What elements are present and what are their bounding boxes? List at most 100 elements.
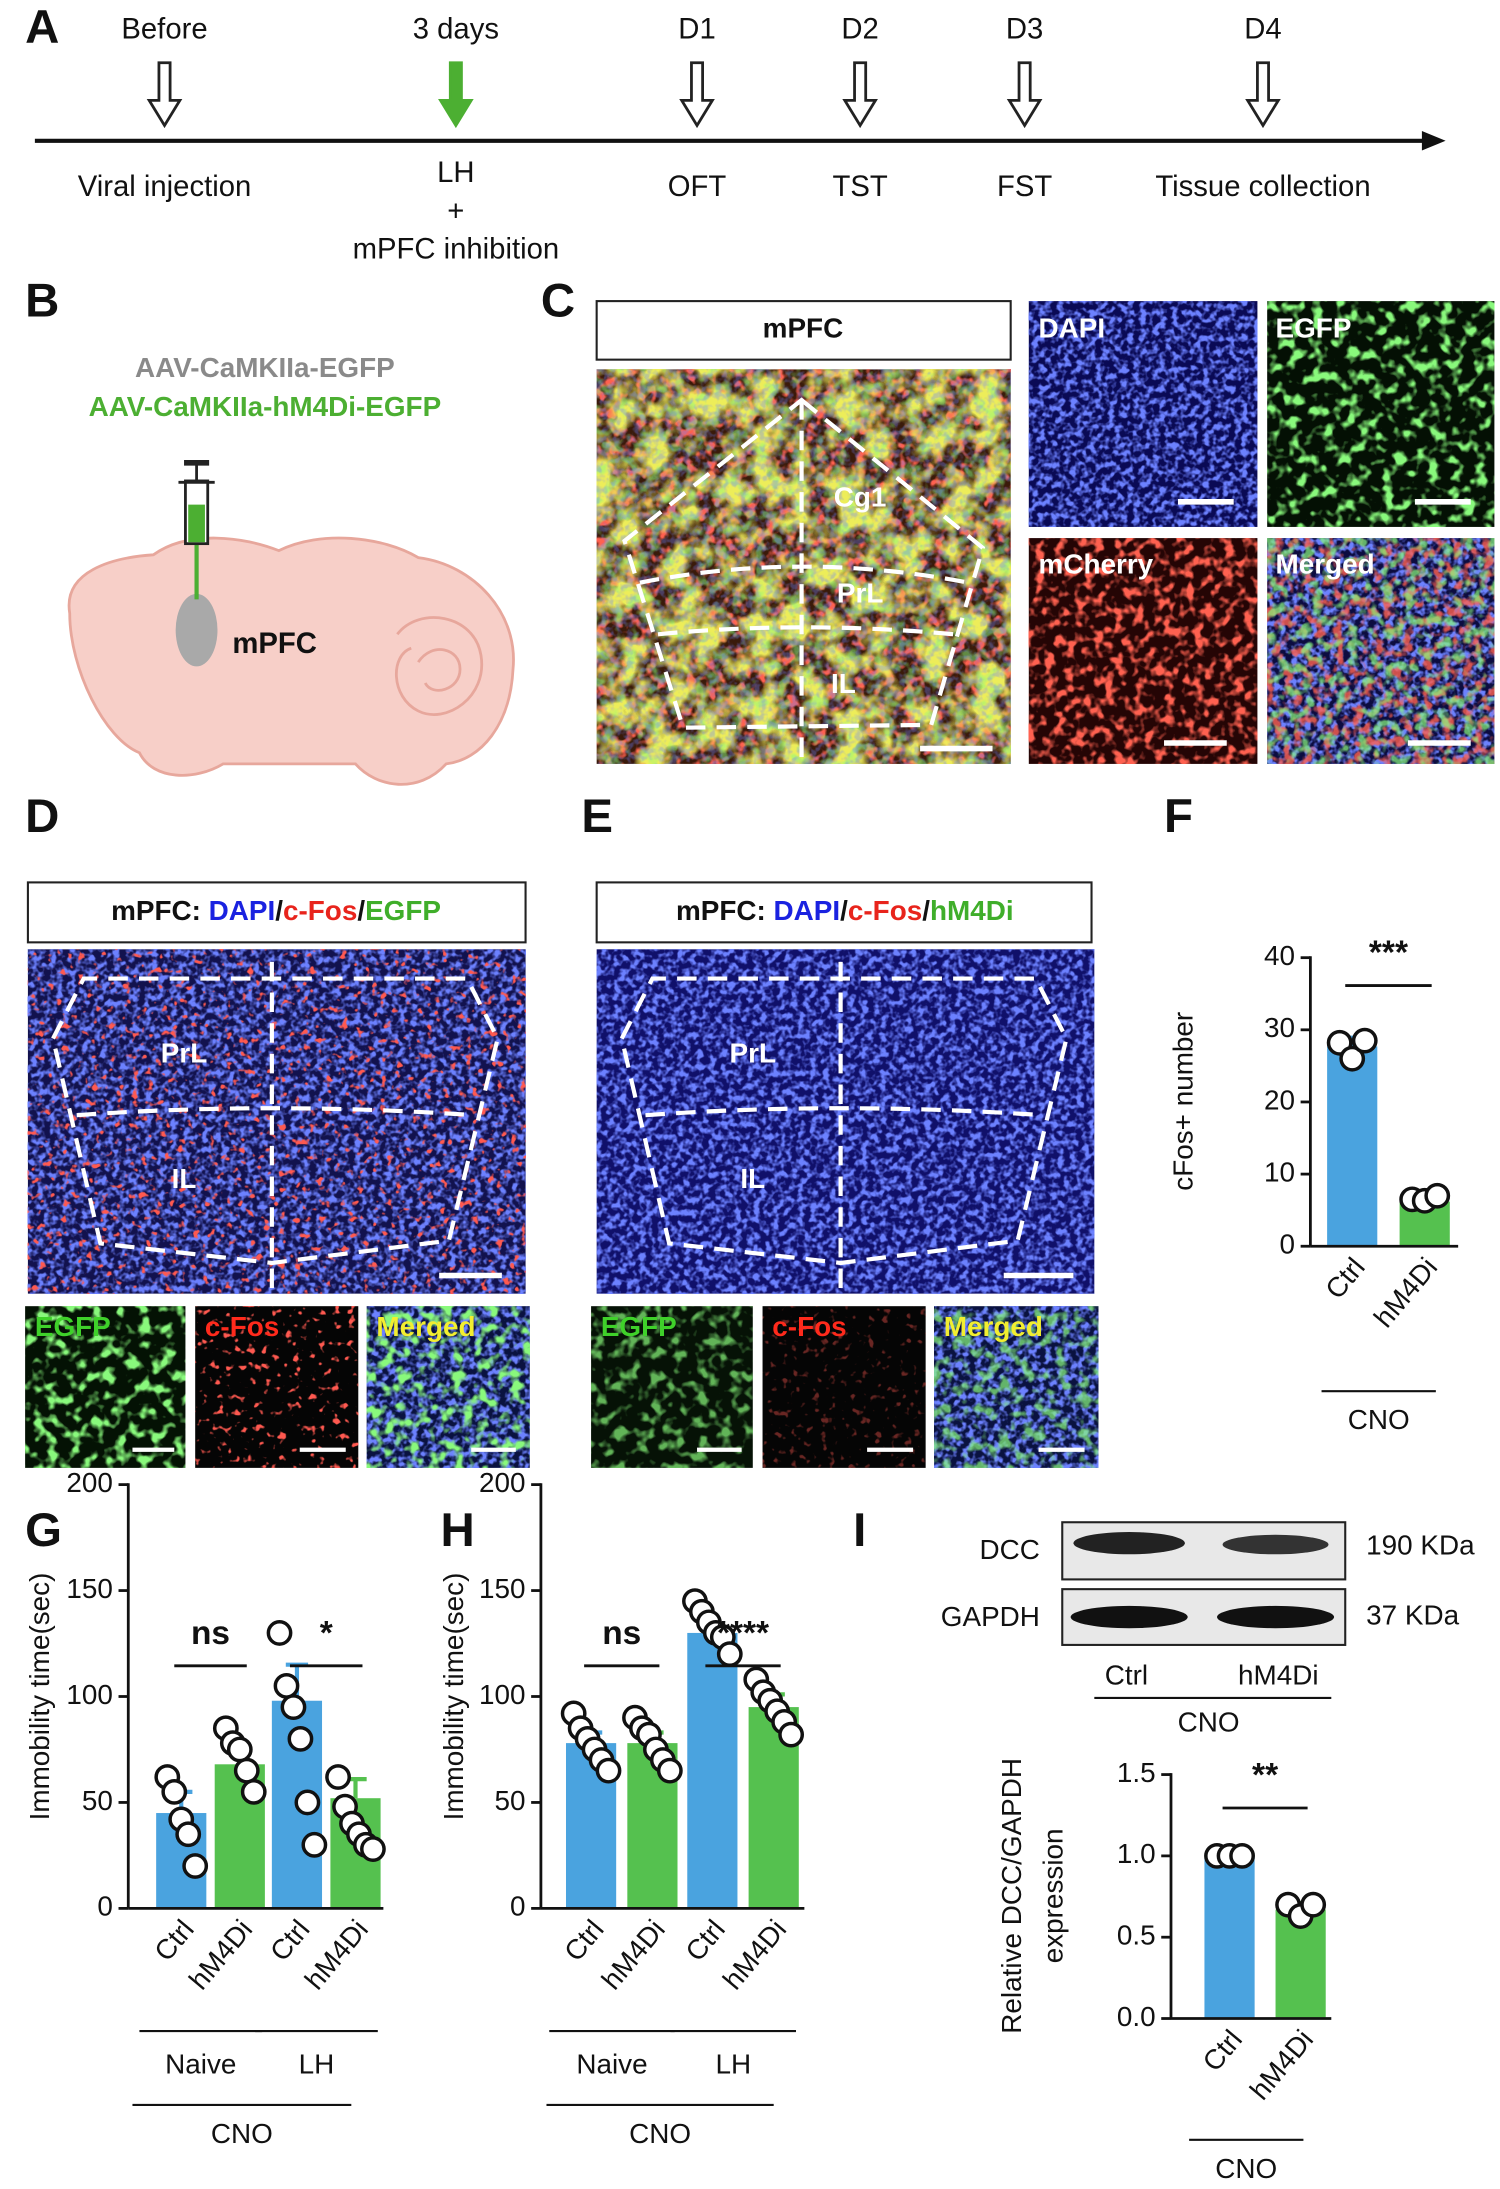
significance-label: ** [1252,1757,1278,1794]
band-size: 37 KDa [1366,1599,1459,1630]
y-tick-label: 20 [1264,1084,1295,1115]
western-blot [1061,1521,1347,1699]
region-label: IL [740,1163,765,1194]
y-tick-label: 0 [97,1891,113,1922]
timeline-bottom-label: FST [997,171,1052,203]
lane-label: hM4Di [1238,1659,1319,1690]
data-point [1339,1045,1366,1072]
title-part: / [922,895,930,926]
y-tick-label: 50 [495,1785,526,1816]
data-point [325,1764,351,1790]
y-axis-label: Relative DCC/GAPDH [996,1758,1027,2034]
treatment-label: CNO [1215,2153,1277,2184]
significance-label: **** [717,1615,769,1652]
data-point [778,1721,805,1748]
data-point [1424,1182,1451,1209]
micrograph-d [25,881,530,1468]
significance-label: ns [191,1615,230,1652]
data-point [656,1757,683,1784]
panel-label: B [25,274,59,327]
category-label: Ctrl [558,1914,610,1967]
title-part: c-Fos [848,895,922,926]
group-label: Naive [576,2048,647,2079]
panel-label: H [441,1504,475,1557]
y-tick-label: 10 [1264,1156,1295,1187]
significance-label: ns [602,1615,641,1652]
bar [1204,1855,1255,2019]
timeline-arrow [1245,61,1281,129]
group-label: LH [715,2048,751,2079]
category-label: Ctrl [1319,1252,1371,1305]
y-tick-label: 40 [1264,940,1295,971]
timeline-bottom-label: Viral injection [78,171,252,203]
timeline-top-label: D2 [841,13,878,45]
y-tick-label: 0 [510,1891,526,1922]
timeline-bottom-label: TST [832,171,887,203]
title-part: hM4Di [930,895,1014,926]
category-label: Ctrl [679,1914,731,1967]
y-tick-label: 0.5 [1117,1920,1156,1951]
image-title: mPFC: DAPI/c-Fos/EGFP [111,895,441,926]
y-tick-label: 150 [66,1573,113,1604]
panel-label: F [1164,790,1193,843]
data-point [1351,1027,1378,1054]
panel-label: G [25,1504,62,1557]
treatment-label: CNO [1178,1707,1240,1738]
panel-label: D [25,790,59,843]
micrograph-c [595,300,1495,764]
data-point [1229,1842,1255,1869]
image-title: mPFC: DAPI/c-Fos/hM4Di [676,895,1014,926]
inset-label: Merged [376,1311,475,1342]
significance-label: *** [1369,935,1408,972]
title-part: mPFC: [676,895,774,926]
significance-label: * [320,1615,333,1652]
bar [687,1632,738,1909]
y-tick-label: 150 [479,1573,526,1604]
region-label: mPFC [232,628,317,660]
timeline-top-label: Before [121,13,207,45]
y-tick-label: 1.5 [1117,1757,1156,1788]
title-part: / [275,895,283,926]
y-axis-label: Immobility time(sec) [24,1573,55,1821]
category-label: hM4Di [717,1914,793,1996]
panel-label: C [541,274,575,327]
data-point [595,1757,622,1784]
group-label: LH [299,2048,335,2079]
data-point [1300,1891,1327,1918]
bar [1327,1046,1378,1247]
timeline-bottom-label: OFT [668,171,727,203]
y-axis-label: Immobility time(sec) [438,1573,469,1821]
timeline-arrow [1006,61,1043,129]
region-label: IL [172,1163,197,1194]
category-label: hM4Di [1368,1252,1444,1334]
title-part: DAPI [209,895,276,926]
timeline-arrow [438,61,474,129]
category-label: hM4Di [595,1914,671,1996]
band-size: 190 KDa [1366,1530,1475,1561]
data-point [175,1821,202,1848]
region-label: PrL [837,578,883,609]
title-part: c-Fos [283,895,357,926]
inset-label: EGFP [1276,313,1352,344]
data-point [266,1620,293,1646]
inset-label: c-Fos [205,1311,279,1342]
title-part: / [357,895,365,926]
lane-label: Ctrl [1105,1659,1148,1690]
data-point [182,1853,209,1879]
timeline-arrow [679,61,715,129]
timeline-top-label: 3 days [413,13,499,45]
panel-label: E [581,790,613,843]
category-label: hM4Di [183,1914,259,1996]
timeline-top-label: D3 [1006,13,1043,45]
category-label: hM4Di [299,1914,375,1996]
band-name: DCC [980,1534,1040,1565]
timeline-arrow [842,61,878,129]
y-tick-label: 0.0 [1117,2001,1156,2032]
category-label: Ctrl [148,1914,200,1967]
treatment-label: CNO [211,2118,273,2149]
y-tick-label: 200 [66,1467,113,1498]
data-point [240,1778,267,1805]
y-tick-label: 1.0 [1117,1838,1156,1869]
